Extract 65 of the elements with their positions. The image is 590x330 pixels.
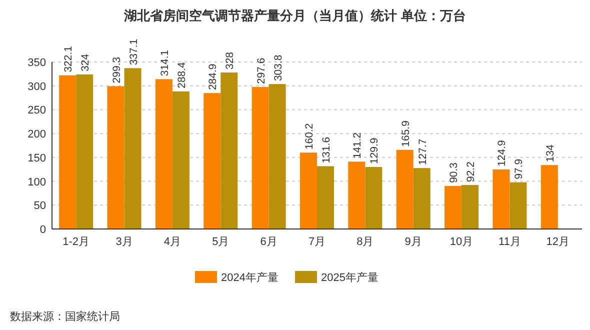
bar bbox=[396, 150, 414, 229]
y-tick-label: 200 bbox=[28, 128, 46, 141]
bar bbox=[365, 167, 382, 229]
y-tick-label: 50 bbox=[34, 200, 46, 212]
data-label: 141.2 bbox=[352, 132, 364, 159]
y-tick-label: 300 bbox=[28, 80, 46, 93]
data-label: 160.2 bbox=[304, 123, 316, 150]
data-label: 284.9 bbox=[207, 64, 220, 90]
x-tick-label: 7月 bbox=[308, 236, 326, 248]
x-tick-label: 8月 bbox=[356, 236, 374, 248]
x-tick-label: 5月 bbox=[212, 236, 230, 248]
bar bbox=[540, 165, 558, 229]
data-label: 337.1 bbox=[128, 38, 140, 66]
bar bbox=[462, 185, 479, 229]
bar bbox=[268, 84, 286, 229]
data-label: 299.3 bbox=[110, 56, 123, 84]
x-tick-label: 4月 bbox=[164, 236, 182, 248]
data-label: 131.6 bbox=[320, 136, 332, 164]
data-label: 134 bbox=[544, 144, 556, 162]
x-tick-label: 12月 bbox=[546, 236, 570, 248]
data-label: 97.9 bbox=[513, 158, 526, 180]
y-tick-label: 150 bbox=[28, 152, 46, 164]
y-tick-label: 250 bbox=[28, 104, 46, 117]
x-tick-label: 9月 bbox=[404, 236, 422, 248]
y-tick-label: 0 bbox=[40, 224, 46, 236]
bar bbox=[155, 79, 172, 229]
bar bbox=[492, 169, 510, 229]
bar bbox=[59, 75, 76, 229]
data-label: 127.7 bbox=[416, 138, 429, 166]
bar bbox=[348, 162, 366, 229]
data-label: 92.2 bbox=[465, 161, 478, 182]
data-label: 328 bbox=[224, 52, 236, 70]
bar bbox=[510, 182, 527, 229]
bar bbox=[107, 86, 124, 229]
x-tick-label: 10月 bbox=[450, 236, 474, 248]
bar bbox=[252, 87, 269, 229]
data-label: 297.6 bbox=[255, 58, 268, 84]
y-tick-label: 350 bbox=[28, 57, 46, 69]
bar bbox=[76, 74, 94, 229]
data-label: 165.9 bbox=[400, 120, 412, 147]
data-label: 288.4 bbox=[176, 62, 188, 88]
legend-label: 2025年产量 bbox=[321, 271, 378, 284]
legend-label: 2024年产量 bbox=[221, 271, 278, 284]
data-label: 129.9 bbox=[368, 138, 381, 164]
bar bbox=[300, 152, 317, 229]
y-tick-label: 100 bbox=[28, 176, 46, 188]
source-note: 数据来源：国家统计局 bbox=[10, 310, 120, 323]
data-label: 124.9 bbox=[496, 140, 508, 166]
data-label: 322.1 bbox=[62, 46, 75, 72]
x-tick-label: 1-2月 bbox=[62, 236, 90, 248]
bar bbox=[204, 93, 221, 229]
bar bbox=[172, 91, 190, 229]
data-label: 303.8 bbox=[272, 54, 284, 82]
bar bbox=[124, 68, 142, 229]
data-label: 314.1 bbox=[158, 50, 171, 76]
x-tick-label: 3月 bbox=[116, 236, 133, 248]
bar bbox=[220, 72, 238, 229]
bar bbox=[413, 168, 430, 229]
chart-title: 湖北省房间空气调节器产量分月（当月值）统计 单位：万台 bbox=[123, 8, 466, 23]
data-label: 90.3 bbox=[448, 162, 460, 183]
bar bbox=[317, 166, 334, 229]
data-label: 324 bbox=[80, 54, 92, 72]
bar bbox=[444, 186, 462, 229]
x-tick-label: 11月 bbox=[498, 236, 521, 248]
x-tick-label: 6月 bbox=[260, 236, 278, 248]
